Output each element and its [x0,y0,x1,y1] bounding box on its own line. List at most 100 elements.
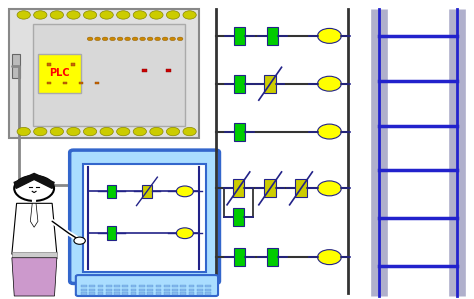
Bar [181,289,186,291]
Circle shape [155,37,160,41]
Bar [205,289,211,291]
Circle shape [117,127,130,136]
Polygon shape [30,203,38,227]
Bar [181,292,186,295]
Bar [234,123,245,141]
Circle shape [50,11,64,19]
Bar [205,292,211,295]
Bar [89,285,95,287]
Bar [189,285,194,287]
Circle shape [183,11,196,19]
Bar [89,292,95,295]
Circle shape [95,37,100,41]
Bar [107,185,116,198]
Bar [234,75,245,93]
Bar [172,292,178,295]
Bar [264,75,276,93]
Bar [147,289,153,291]
Bar [47,82,51,84]
Bar [106,285,111,287]
Bar [189,289,194,291]
Bar [142,185,152,198]
Bar [172,285,178,287]
Circle shape [83,11,97,19]
Circle shape [318,28,341,43]
FancyBboxPatch shape [9,9,199,138]
Bar [33,24,185,126]
Bar [71,63,75,66]
Bar [197,285,203,287]
Circle shape [67,11,80,19]
Circle shape [109,37,115,41]
Bar [295,179,307,197]
Circle shape [83,127,97,136]
Bar [147,292,153,295]
Circle shape [67,127,80,136]
Bar [142,69,147,72]
Bar [234,248,245,266]
Bar [47,63,51,66]
Circle shape [100,11,113,19]
Bar [164,285,170,287]
Circle shape [50,127,64,136]
Circle shape [117,11,130,19]
Bar [131,292,137,295]
Circle shape [318,250,341,265]
Bar [12,54,20,78]
Bar [172,289,178,291]
Bar [147,285,153,287]
Circle shape [183,127,196,136]
Circle shape [102,37,108,41]
Circle shape [318,76,341,91]
Bar [164,289,170,291]
Bar [197,292,203,295]
Bar [89,289,95,291]
Circle shape [74,237,85,244]
Bar [106,289,111,291]
FancyBboxPatch shape [76,275,218,296]
Circle shape [318,124,341,139]
Circle shape [14,176,54,201]
Circle shape [132,37,138,41]
Bar [107,227,116,240]
Bar [122,289,128,291]
Text: PLC: PLC [49,68,70,78]
Circle shape [170,37,175,41]
Circle shape [17,11,30,19]
Circle shape [87,37,93,41]
Bar [83,164,206,272]
Circle shape [150,11,163,19]
FancyBboxPatch shape [38,54,81,93]
Bar [81,292,87,295]
Bar [122,292,128,295]
Circle shape [162,37,168,41]
Circle shape [117,37,123,41]
Circle shape [166,11,180,19]
Bar [95,82,99,84]
Bar [98,285,103,287]
Circle shape [177,37,183,41]
Bar [131,289,137,291]
Circle shape [34,127,47,136]
Bar [166,69,171,72]
Bar [264,179,276,197]
Circle shape [100,127,113,136]
Circle shape [176,186,193,197]
Polygon shape [12,203,57,254]
Bar [114,285,120,287]
Bar [234,27,245,45]
Bar [267,27,278,45]
Circle shape [133,11,146,19]
Bar [139,285,145,287]
Circle shape [34,11,47,19]
Circle shape [125,37,130,41]
Bar [233,179,244,197]
Bar [181,285,186,287]
Bar [81,289,87,291]
Circle shape [166,127,180,136]
Bar [139,292,145,295]
Circle shape [176,228,193,239]
Bar [114,289,120,291]
Bar [81,285,87,287]
Bar [98,292,103,295]
